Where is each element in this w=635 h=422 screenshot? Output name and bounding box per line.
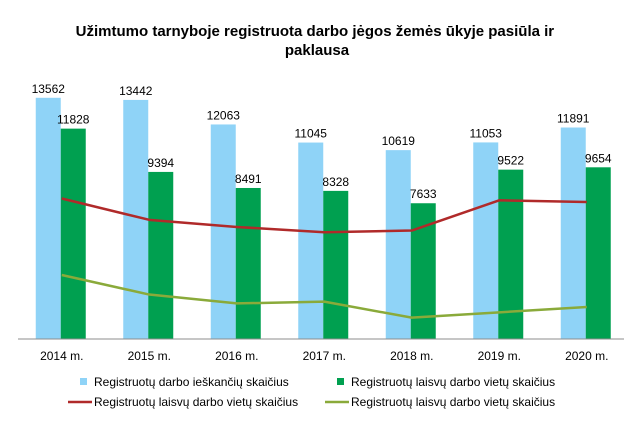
x-tick-label-5: 2019 m. <box>478 349 521 363</box>
x-tick-label-4: 2018 m. <box>390 349 433 363</box>
legend-label-0: Registruotų darbo ieškančių skaičius <box>94 375 289 389</box>
data-label-vacancies-4: 7633 <box>410 187 437 201</box>
bar-job-seekers-3 <box>298 142 324 339</box>
chart-title: Užimtumo tarnyboje registruota darbo jėg… <box>76 23 559 59</box>
data-label-vacancies-1: 9394 <box>147 156 174 170</box>
data-label-job-seekers-5: 11053 <box>470 126 503 140</box>
data-label-vacancies-3: 8328 <box>322 175 349 189</box>
legend-label-2: Registruotų laisvų darbo vietų skaičius <box>94 395 298 409</box>
data-labels: 13562 11828 13442 9394 12063 8491 11045 8328 106… <box>32 82 612 201</box>
bar-vacancies-0 <box>60 128 86 339</box>
data-label-vacancies-6: 9654 <box>585 151 612 165</box>
data-label-vacancies-2: 8491 <box>235 172 262 186</box>
lines-layer <box>61 197 587 319</box>
legend-swatch-0 <box>80 378 87 385</box>
data-label-job-seekers-2: 12063 <box>207 108 241 122</box>
legend-swatch-1 <box>337 378 344 385</box>
series-line-1 <box>61 197 587 234</box>
bar-job-seekers-5 <box>473 142 499 339</box>
data-label-vacancies-5: 9522 <box>497 154 524 168</box>
data-label-vacancies-0: 11828 <box>57 113 90 127</box>
bar-vacancies-2 <box>235 187 261 339</box>
data-label-job-seekers-3: 11045 <box>295 127 328 141</box>
bar-vacancies-5 <box>498 169 524 339</box>
legend-label-1: Registruotų laisvų darbo vietų skaičius <box>351 375 555 389</box>
data-label-job-seekers-6: 11891 <box>557 112 590 126</box>
bar-job-seekers-6 <box>560 127 586 339</box>
x-tick-label-6: 2020 m. <box>565 349 608 363</box>
data-label-job-seekers-1: 13442 <box>119 84 153 98</box>
x-tick-label-3: 2017 m. <box>303 349 346 363</box>
bar-vacancies-1 <box>148 171 174 339</box>
data-label-job-seekers-0: 13562 <box>32 82 66 96</box>
legend-label-3: Registruotų laisvų darbo vietų skaičius <box>351 395 555 409</box>
bar-vacancies-6 <box>585 167 611 339</box>
x-tick-label-1: 2015 m. <box>128 349 171 363</box>
legend: Registruotų darbo ieškančių skaičius Regi… <box>68 375 555 409</box>
x-tick-label-2: 2016 m. <box>215 349 258 363</box>
bar-vacancies-3 <box>323 190 349 339</box>
series-line-2 <box>61 273 587 319</box>
x-axis-ticks: 2014 m. 2015 m. 2016 m. 2017 m. 2018 m. 2019 … <box>40 349 608 363</box>
data-label-job-seekers-4: 10619 <box>382 134 416 148</box>
bar-job-seekers-0 <box>35 97 61 339</box>
bar-job-seekers-2 <box>210 124 236 339</box>
x-tick-label-0: 2014 m. <box>40 349 83 363</box>
bar-job-seekers-4 <box>385 150 411 339</box>
